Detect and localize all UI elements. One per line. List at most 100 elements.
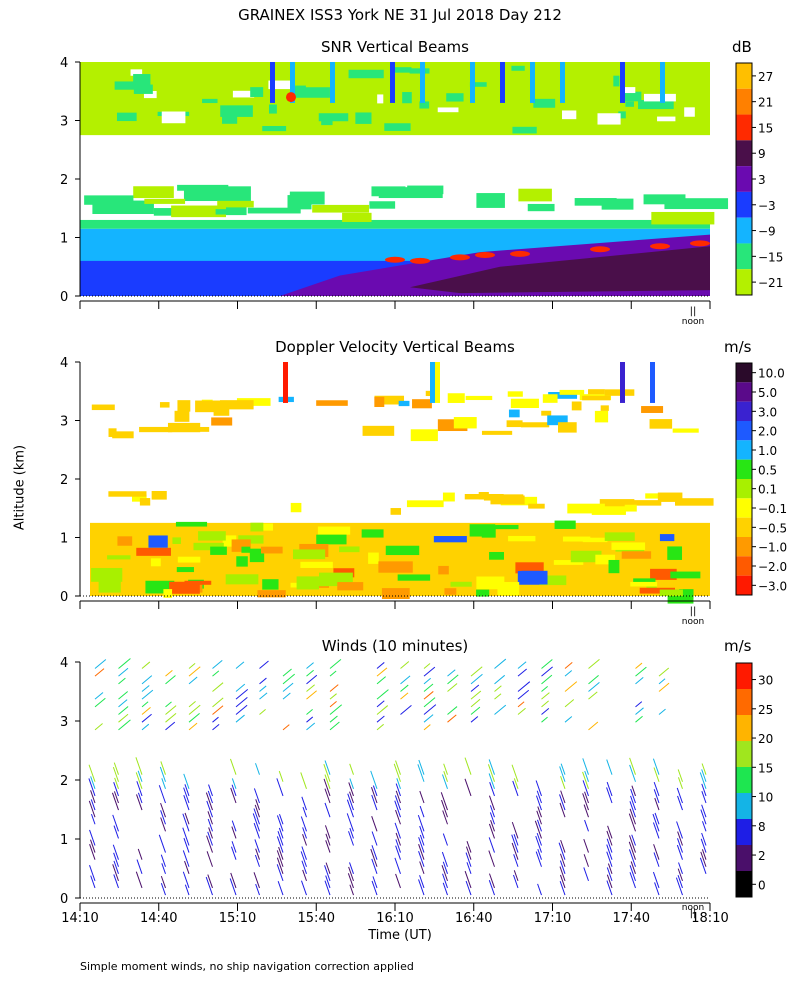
wind-barb [494,693,502,700]
wind-barb [588,691,598,700]
wind-barb [90,839,96,853]
colorbar-swatch [736,793,752,819]
dop-upper-cell [362,425,395,436]
wind-barb [677,831,683,846]
wind-barb [440,792,448,811]
wind-barb [276,815,284,832]
snr-mid-patch [371,186,406,197]
wind-barb [701,769,707,782]
dop-upper-cell [91,404,115,411]
wind-barb [88,778,96,797]
x-axis-label: Time (UT) [368,928,432,943]
wind-barb [423,724,431,731]
wind-barb [537,883,542,896]
wind-barb [329,715,338,723]
dop-cell [621,551,652,559]
dop-cell [241,546,251,553]
wind-barb [470,690,482,700]
colorbar-swatch [736,498,752,518]
dop-upper-cell [374,395,405,405]
snr-streak [270,62,275,103]
y-tick-label: 1 [60,833,68,848]
colorbar-label: 15 [758,761,773,775]
wind-barb [395,873,401,889]
dop-cell [489,524,519,530]
wind-barb [206,800,213,818]
dop-cell [515,562,544,574]
snr-red-spot [590,246,610,253]
panel-3-unit: m/s [724,637,752,655]
x-tick-label: 14:40 [140,911,177,926]
wind-barb [652,822,660,839]
wind-barb [165,713,177,723]
wind-barb [447,674,459,685]
wind-barb [306,662,314,669]
wind-barb [371,794,378,811]
snr-mid-patch [144,198,186,204]
dop-upper-cell [649,419,673,429]
wind-barb [400,705,412,715]
wind-barb [631,785,636,797]
colorbar-swatch [736,440,752,460]
wind-barb [513,854,519,867]
wind-barb [582,780,589,797]
dop-cell [238,535,264,544]
wind-barb [302,869,307,882]
wind-barb [395,839,401,853]
y-tick-label: 0 [60,892,68,907]
wind-barb [517,668,527,677]
dop-cell [378,561,413,573]
wind-barb [534,820,542,839]
wind-barb [654,797,660,811]
snr-mid-patch [527,203,555,212]
dop-cell [433,536,467,543]
dop-upper-cell [174,410,190,422]
snr-upper-patch [402,92,412,104]
wind-barb [329,684,339,692]
wind-barb [653,781,660,797]
dop-upper-cell [582,395,611,401]
dop-mid-cell [151,490,167,500]
wind-barb [423,683,434,692]
wind-barb [395,783,401,797]
dop-cell [296,576,319,590]
wind-barb [282,682,294,692]
colorbar-label: 8 [758,820,766,834]
wind-barb [137,848,143,860]
wind-barb [158,785,166,804]
dop-mid-cell [390,508,402,515]
snr-upper-patch [597,113,621,125]
wind-barb [490,819,495,832]
wind-barb [658,708,666,715]
wind-barb [349,778,354,790]
dop-cell [136,547,171,556]
wind-barb [235,683,246,692]
wind-barb [259,692,268,700]
wind-barb [118,699,128,708]
wind-barb [212,697,224,708]
wind-barb [418,851,425,867]
dop-streak [430,362,435,403]
wind-barb [259,660,269,669]
wind-barb [161,863,166,874]
colorbar-swatch [736,421,752,441]
wind-barb [582,793,589,811]
wind-barb [183,773,190,790]
snr-upper-patch [321,118,333,126]
wind-barb [231,784,237,797]
wind-barb [184,812,190,825]
wind-barb [560,776,566,790]
dop-cell [476,576,505,590]
wind-barb [300,772,307,790]
wind-barb [278,827,284,839]
wind-barb [541,659,553,669]
wind-barb [118,719,131,731]
wind-barb [113,874,119,889]
snr-red-spot [475,252,495,259]
wind-barb [323,764,331,782]
wind-barb [184,784,190,797]
wind-barb [118,667,129,677]
dop-upper-cell [481,430,513,435]
wind-barb [653,844,660,860]
wind-barb [441,799,448,818]
